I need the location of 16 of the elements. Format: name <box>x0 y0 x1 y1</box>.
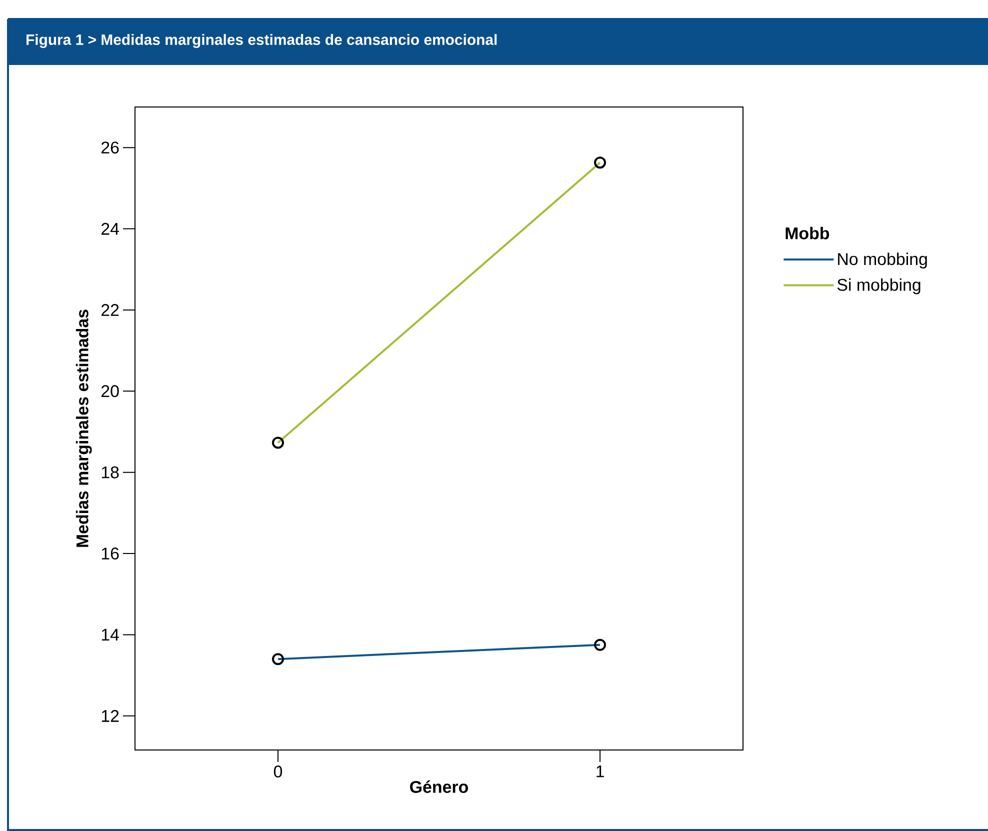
y-tick-label: 14 <box>102 628 119 641</box>
y-tick-label: 12 <box>102 710 119 722</box>
x-tick-label: 1 <box>596 766 604 778</box>
y-axis-title: Medias marginales estimadas <box>76 310 92 547</box>
legend-title: Mobb <box>786 226 830 240</box>
y-tick-label: 22 <box>102 304 119 316</box>
y-tick-label: 26 <box>102 142 119 154</box>
y-tick-label: 16 <box>102 548 119 560</box>
x-axis-title: Género <box>410 780 468 793</box>
x-tick-label: 0 <box>274 766 282 778</box>
y-tick-label: 20 <box>102 385 119 398</box>
legend-label: No mobbing <box>838 252 927 268</box>
y-tick-label: 18 <box>102 466 119 478</box>
legend-label: Si mobbing <box>837 278 920 294</box>
chart-title: Figura 1 > Medidas marginales estimadas de cansancio emocional <box>26 34 497 48</box>
y-tick-label: 24 <box>102 222 119 235</box>
